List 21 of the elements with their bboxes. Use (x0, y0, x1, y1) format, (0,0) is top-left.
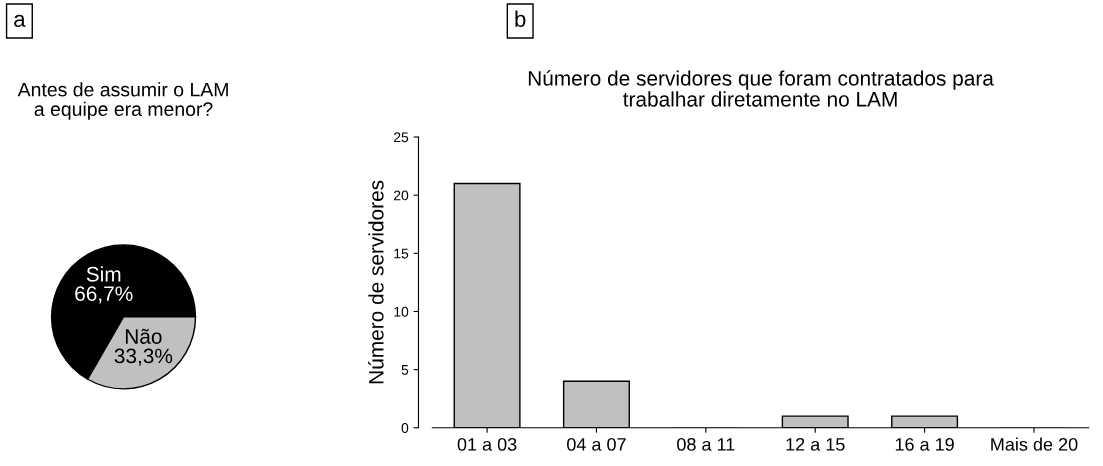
slice-label: Sim (86, 266, 121, 282)
text: b (515, 10, 526, 27)
data-label: 33,3% (114, 348, 173, 366)
slice-label: Não (125, 328, 162, 344)
y-tick-label: 15 (394, 248, 409, 259)
chart-title: Antes de assumir o LAM a equipe era menor? (17, 82, 228, 120)
y-tick-label: 0 (401, 423, 409, 433)
text: a (14, 14, 26, 27)
y-axis-title: Número de servidores (368, 180, 384, 384)
y-tick-label: 10 (394, 306, 409, 317)
x-tick-label: 16 a 19 (895, 437, 954, 451)
x-tick-label: Mais de 20 (991, 437, 1078, 451)
x-tick-label: 04 a 07 (567, 437, 626, 451)
x-tick-label: 12 a 15 (786, 437, 845, 451)
y-tick-label: 20 (394, 190, 409, 201)
chart-title: Número de servidores que foram contratados para trabalhar diretamente no LAM (528, 70, 994, 107)
y-tick-label: 25 (394, 132, 409, 143)
x-tick-label: 01 a 03 (457, 437, 517, 451)
x-tick-label: 08 a 11 (677, 437, 735, 451)
data-label: 66,7% (75, 286, 133, 304)
y-tick-label: 5 (401, 365, 409, 375)
